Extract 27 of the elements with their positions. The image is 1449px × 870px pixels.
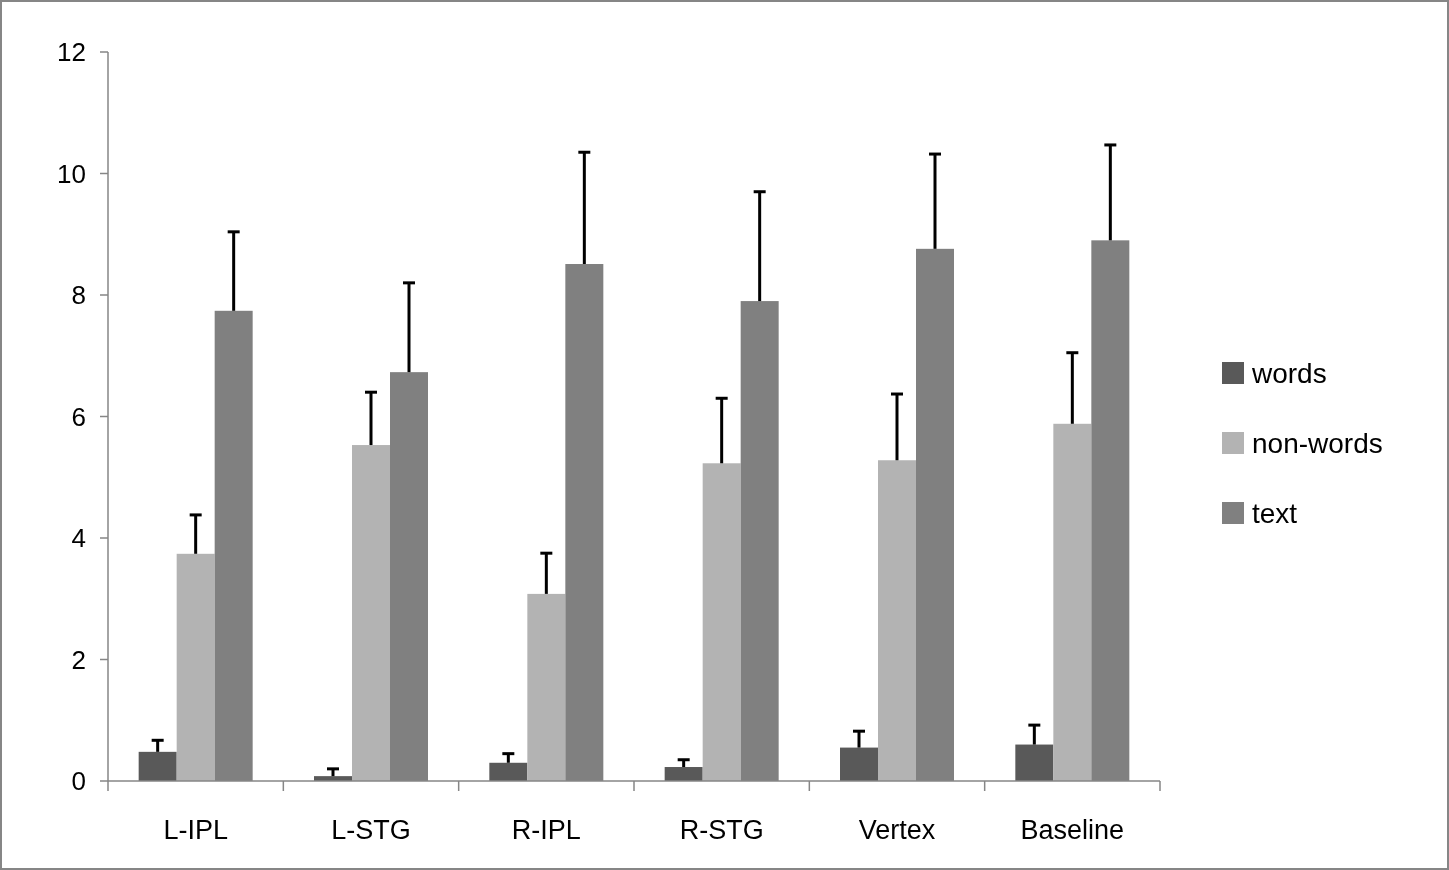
bar [489,762,528,781]
x-tick-label: R-IPL [511,815,581,845]
bar [527,593,566,781]
legend-label: non-words [1252,427,1383,459]
y-tick-label: 0 [71,766,86,797]
bar [878,460,916,781]
bar [702,463,741,781]
y-tick-label: 6 [71,401,86,432]
x-tick-label: R-STG [679,815,764,845]
y-tick-label: 8 [71,280,86,311]
bar [352,445,390,781]
bar [176,553,215,781]
legend-label: words [1251,357,1327,389]
x-tick-label: L-STG [331,815,411,845]
y-tick-label: 10 [57,158,86,189]
bar [1053,423,1092,781]
x-tick-label: Baseline [1020,815,1125,845]
y-tick-label: 12 [57,37,86,68]
legend-label: text [1252,497,1298,529]
y-tick-label: 4 [71,523,86,554]
bar [840,747,878,781]
bar [664,767,703,781]
x-tick-label: L-IPL [163,815,228,845]
x-tick-label: Vertex [858,815,936,845]
y-tick-label: 2 [71,644,86,675]
bar [138,751,177,781]
bar [1015,744,1054,781]
